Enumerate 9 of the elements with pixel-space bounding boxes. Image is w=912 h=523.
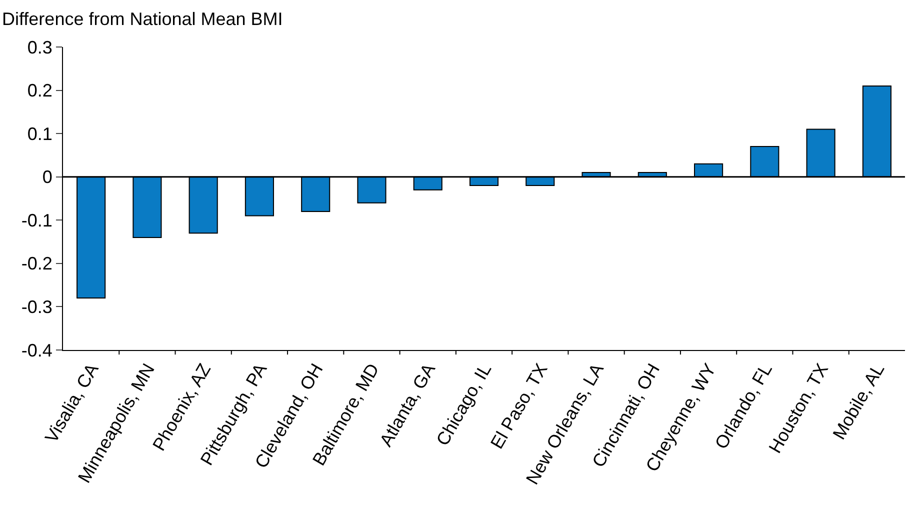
y-tick-label: 0 <box>42 167 52 188</box>
y-tick-label: 0.2 <box>27 80 52 101</box>
y-tick-label: -0.1 <box>21 210 52 230</box>
y-tick-label: -0.3 <box>21 297 52 318</box>
y-tick-label: -0.4 <box>21 340 52 360</box>
y-tick-label: 0.3 <box>27 37 52 58</box>
y-axis-title: Difference from National Mean BMI <box>2 9 283 29</box>
y-tick-label: 0.1 <box>27 124 52 144</box>
y-tick-label: -0.2 <box>21 254 52 274</box>
